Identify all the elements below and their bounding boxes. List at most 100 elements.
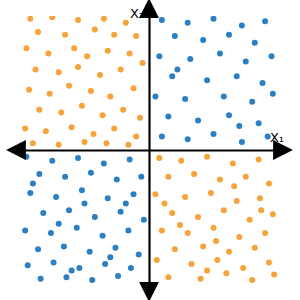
point xyxy=(89,277,95,283)
point xyxy=(211,16,217,22)
point xyxy=(185,20,191,26)
point xyxy=(165,174,171,180)
point xyxy=(69,268,75,274)
point xyxy=(131,85,137,91)
point xyxy=(111,126,117,132)
point xyxy=(87,249,93,255)
point xyxy=(177,222,183,228)
point xyxy=(266,260,272,266)
point xyxy=(100,233,106,239)
point xyxy=(128,265,134,271)
point xyxy=(159,17,165,23)
point xyxy=(226,249,232,255)
point xyxy=(217,176,223,182)
point xyxy=(103,140,109,146)
point xyxy=(252,40,258,46)
point xyxy=(88,88,94,94)
point xyxy=(48,230,54,236)
axis-arrows xyxy=(16,8,283,292)
point xyxy=(125,227,131,233)
axis-line xyxy=(148,17,150,285)
y-axis xyxy=(149,17,150,285)
point xyxy=(270,211,276,217)
point xyxy=(71,45,77,51)
point xyxy=(40,210,46,216)
point xyxy=(234,198,240,204)
point xyxy=(27,190,33,196)
point xyxy=(120,107,126,113)
point xyxy=(91,131,97,137)
point xyxy=(111,32,117,38)
point xyxy=(107,93,113,99)
point xyxy=(131,191,137,197)
point xyxy=(211,131,217,137)
point xyxy=(200,37,206,43)
point xyxy=(154,257,160,263)
point xyxy=(62,32,68,38)
point xyxy=(38,276,44,282)
point xyxy=(45,51,51,57)
point xyxy=(240,265,246,271)
point xyxy=(174,67,180,73)
point xyxy=(125,142,131,148)
arrow xyxy=(148,8,150,16)
point xyxy=(257,195,263,201)
point xyxy=(243,174,249,180)
point xyxy=(32,67,38,73)
point xyxy=(97,72,103,78)
point xyxy=(141,217,147,223)
point xyxy=(102,261,108,267)
point xyxy=(49,16,55,20)
point xyxy=(123,201,129,207)
point xyxy=(185,136,191,142)
point xyxy=(191,171,197,177)
point xyxy=(217,51,223,57)
arrow xyxy=(278,149,283,151)
point xyxy=(159,134,165,140)
point xyxy=(178,158,184,164)
point xyxy=(231,183,237,189)
point xyxy=(118,67,124,73)
point xyxy=(214,257,220,263)
point xyxy=(213,238,219,244)
point xyxy=(75,17,81,23)
point xyxy=(136,252,142,258)
point xyxy=(101,160,107,166)
point xyxy=(25,262,31,268)
point xyxy=(221,93,227,99)
point xyxy=(236,123,242,129)
point xyxy=(53,194,59,200)
point xyxy=(100,112,106,118)
point xyxy=(79,187,85,193)
point xyxy=(82,201,88,207)
point xyxy=(92,214,98,220)
point xyxy=(127,51,133,57)
point xyxy=(200,243,206,249)
point xyxy=(84,53,90,59)
point xyxy=(249,99,255,105)
point xyxy=(69,124,75,130)
point xyxy=(30,140,36,146)
point xyxy=(208,190,214,196)
point xyxy=(23,45,29,51)
point xyxy=(172,246,178,252)
point xyxy=(271,272,277,278)
chart: X₁X₂ xyxy=(0,0,300,300)
point xyxy=(27,16,33,22)
point xyxy=(226,32,232,38)
point xyxy=(260,80,266,86)
point xyxy=(75,155,81,161)
point xyxy=(140,60,146,66)
x-axis-label: X₁ xyxy=(270,130,284,145)
point xyxy=(266,181,272,187)
point xyxy=(56,221,62,227)
point xyxy=(226,112,232,118)
point xyxy=(247,217,253,223)
point xyxy=(36,171,42,177)
point xyxy=(172,33,178,39)
point xyxy=(165,114,171,120)
point xyxy=(123,20,129,26)
point xyxy=(236,234,242,240)
point xyxy=(239,22,245,28)
point xyxy=(195,214,201,220)
